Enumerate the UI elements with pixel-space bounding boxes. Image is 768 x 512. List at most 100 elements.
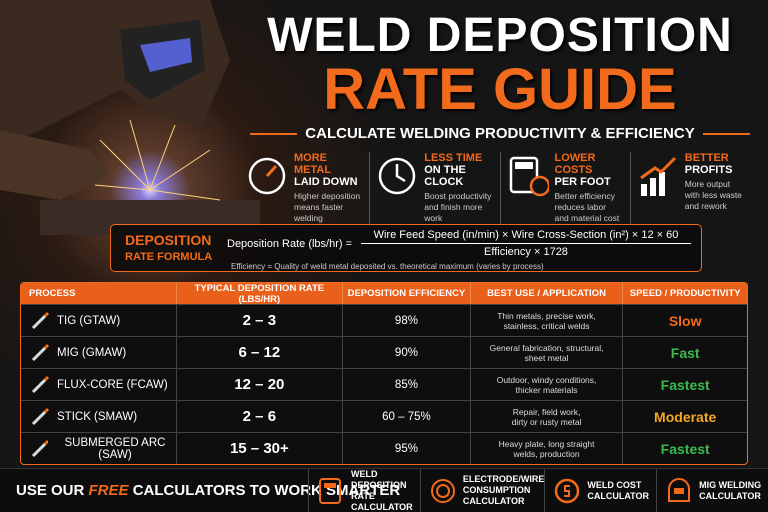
link-label-line: WELD COST: [587, 479, 642, 490]
best-use-line: sheet metal: [524, 352, 569, 363]
calculator-icon: [430, 478, 455, 503]
process-cell: SUBMERGED ARC (SAW): [21, 433, 176, 464]
best-use: Repair, field work, dirty or rusty metal: [469, 401, 623, 432]
link-label-line: CONSUMPTION: [462, 485, 531, 495]
benefit: BETTER PROFITS More output with less waste a…: [631, 152, 760, 224]
speed: Moderate: [622, 401, 747, 432]
title-line-1: WELD DEPOSITION: [267, 9, 733, 62]
benefit-description: Boost productivity and finish more work: [424, 191, 493, 224]
calculator-link[interactable]: MIG WELDING CALCULATOR: [656, 468, 768, 512]
deposition-rate: 2 – 6: [175, 401, 343, 432]
best-use-line: thicker materials: [515, 384, 578, 395]
formula-label: RATE FORMULA: [125, 251, 213, 263]
table-row: TIG (GTAW) 2 – 3 98% Thin metals, precise w…: [21, 304, 747, 336]
benefit-icon: [639, 156, 676, 196]
benefit-text: LOWER COSTS PER FOOT Better efficiency redu…: [555, 152, 624, 224]
process-name: MIG (GMAW): [57, 346, 127, 359]
subtitle-text: CALCULATE WELDING PRODUCTIVITY & EFFICIE…: [305, 125, 695, 142]
speed: Fast: [622, 337, 747, 368]
title-line-2: RATE GUIDE: [323, 57, 677, 122]
best-use-line: stainless, critical welds: [503, 320, 590, 331]
link-label: ELECTRODE/WIRE CONSUMPTION CALCULATOR: [463, 474, 545, 507]
description-line: Higher deposition: [294, 191, 361, 201]
link-label-line: CALCULATOR: [699, 490, 761, 501]
benefit-subtitle: ON THE CLOCK: [424, 164, 466, 188]
cta-highlight: FREE: [88, 482, 129, 499]
deposition-rate: 15 – 30+: [175, 433, 343, 464]
best-use-line: Repair, field work,: [512, 406, 581, 417]
formula-note: Efficiency = Quality of weld metal depos…: [231, 262, 544, 271]
link-label: WELD DEPOSITION RATE CALCULATOR: [351, 469, 420, 512]
description-line: Boost productivity: [424, 191, 492, 201]
best-use-line: Thin metals, precise work,: [497, 310, 596, 321]
benefit-title: BETTER: [684, 152, 729, 164]
benefit-text: LESS TIME ON THE CLOCK Boost productivity a…: [424, 152, 493, 224]
link-label-line: RATE CALCULATOR: [351, 490, 413, 512]
link-label-line: CALCULATOR: [587, 490, 650, 501]
efficiency: 85%: [342, 369, 470, 400]
table-row: MIG (GMAW) 6 – 12 90% General fabrication, …: [21, 336, 747, 368]
best-use-line: General fabrication, structural,: [489, 342, 604, 353]
benefit-subtitle: PROFITS: [684, 164, 733, 176]
benefit-text: BETTER PROFITS More output with less waste a…: [685, 152, 742, 224]
description-line: and material cost: [554, 213, 620, 223]
best-use-line: Heavy plate, long straight: [498, 438, 595, 449]
process-name: SUBMERGED ARC (SAW): [64, 436, 166, 461]
speed: Fastest: [622, 369, 747, 400]
column-header: PROCESS: [29, 288, 76, 299]
footer: USE OUR FREE CALCULATORS TO WORK SMARTER…: [0, 468, 768, 512]
process-icon: [31, 311, 50, 329]
best-use: Outdoor, windy conditions, thicker materi…: [469, 369, 623, 400]
welder-photo: [0, 0, 260, 235]
deposition-rate: 12 – 20: [175, 369, 343, 400]
link-label-line: CALCULATOR: [462, 496, 525, 506]
process-icon: [31, 375, 50, 393]
column-header: SPEED / PRODUCTIVITY: [622, 283, 747, 304]
column-header: DEPOSITION EFFICIENCY: [342, 283, 470, 304]
table-row: SUBMERGED ARC (SAW) 15 – 30+ 95% Heavy plat…: [21, 432, 747, 464]
process-cell: TIG (GTAW): [21, 305, 176, 336]
cta-text: CALCULATORS TO WORK SMARTER: [128, 482, 401, 499]
best-use: Heavy plate, long straight welds, product…: [469, 433, 623, 464]
formula-numerator: Wire Feed Speed (in/min) × Wire Cross-Se…: [361, 229, 691, 244]
speed: Fastest: [622, 433, 747, 464]
efficiency: 60 – 75%: [342, 401, 470, 432]
link-label-line: MIG WELDING: [699, 479, 762, 490]
process-name: TIG (GTAW): [57, 314, 121, 327]
best-use-line: dirty or rusty metal: [511, 416, 582, 427]
best-use-line: Outdoor, windy conditions,: [496, 374, 597, 385]
benefit-title: MORE METAL: [294, 152, 332, 176]
header-row: PROCESS TYPICAL DEPOSITION RATE (LBS/HR) D…: [21, 283, 747, 305]
calculator-icon: [555, 478, 580, 503]
deposition-rate: 2 – 3: [175, 305, 343, 336]
formula-lhs: Deposition Rate (lbs/hr) =: [227, 238, 353, 250]
description-line: and finish more: [424, 202, 483, 212]
description-line: welding: [294, 213, 323, 223]
benefit-icon: [248, 157, 286, 195]
process-icon: [31, 407, 50, 425]
benefit-subtitle: PER FOOT: [554, 176, 611, 188]
process-name: STICK (SMAW): [57, 410, 138, 423]
calculator-link[interactable]: WELD COST CALCULATOR: [544, 468, 656, 512]
process-icon: [31, 439, 49, 457]
calculator-link[interactable]: ELECTRODE/WIRE CONSUMPTION CALCULATOR: [419, 468, 545, 512]
formula-box: DEPOSITION RATE FORMULA Deposition Rate …: [110, 224, 702, 272]
table-row: FLUX-CORE (FCAW) 12 – 20 85% Outdoor, windy…: [21, 368, 747, 400]
benefit-text: MORE METAL LAID DOWN Higher deposition mean…: [294, 152, 363, 224]
deposition-rate: 6 – 12: [175, 337, 343, 368]
cta-text: USE OUR: [16, 482, 89, 499]
link-label: WELD COST CALCULATOR: [587, 480, 649, 502]
formula-denominator: Efficiency × 1728: [484, 246, 568, 258]
benefit-description: Higher deposition means faster welding: [294, 191, 363, 224]
efficiency: 90%: [342, 337, 470, 368]
best-use: General fabrication, structural, sheet me…: [469, 337, 623, 368]
process-table: PROCESS TYPICAL DEPOSITION RATE (LBS/HR) D…: [20, 282, 748, 465]
calculator-icon: [668, 477, 691, 502]
description-line: with less waste: [684, 190, 742, 200]
calculator-link[interactable]: WELD DEPOSITION RATE CALCULATOR: [308, 468, 420, 512]
description-line: and rework: [684, 201, 727, 211]
description-line: work: [424, 213, 443, 223]
benefit-title: LOWER COSTS: [554, 152, 596, 176]
benefit-title: LESS TIME: [424, 152, 483, 164]
